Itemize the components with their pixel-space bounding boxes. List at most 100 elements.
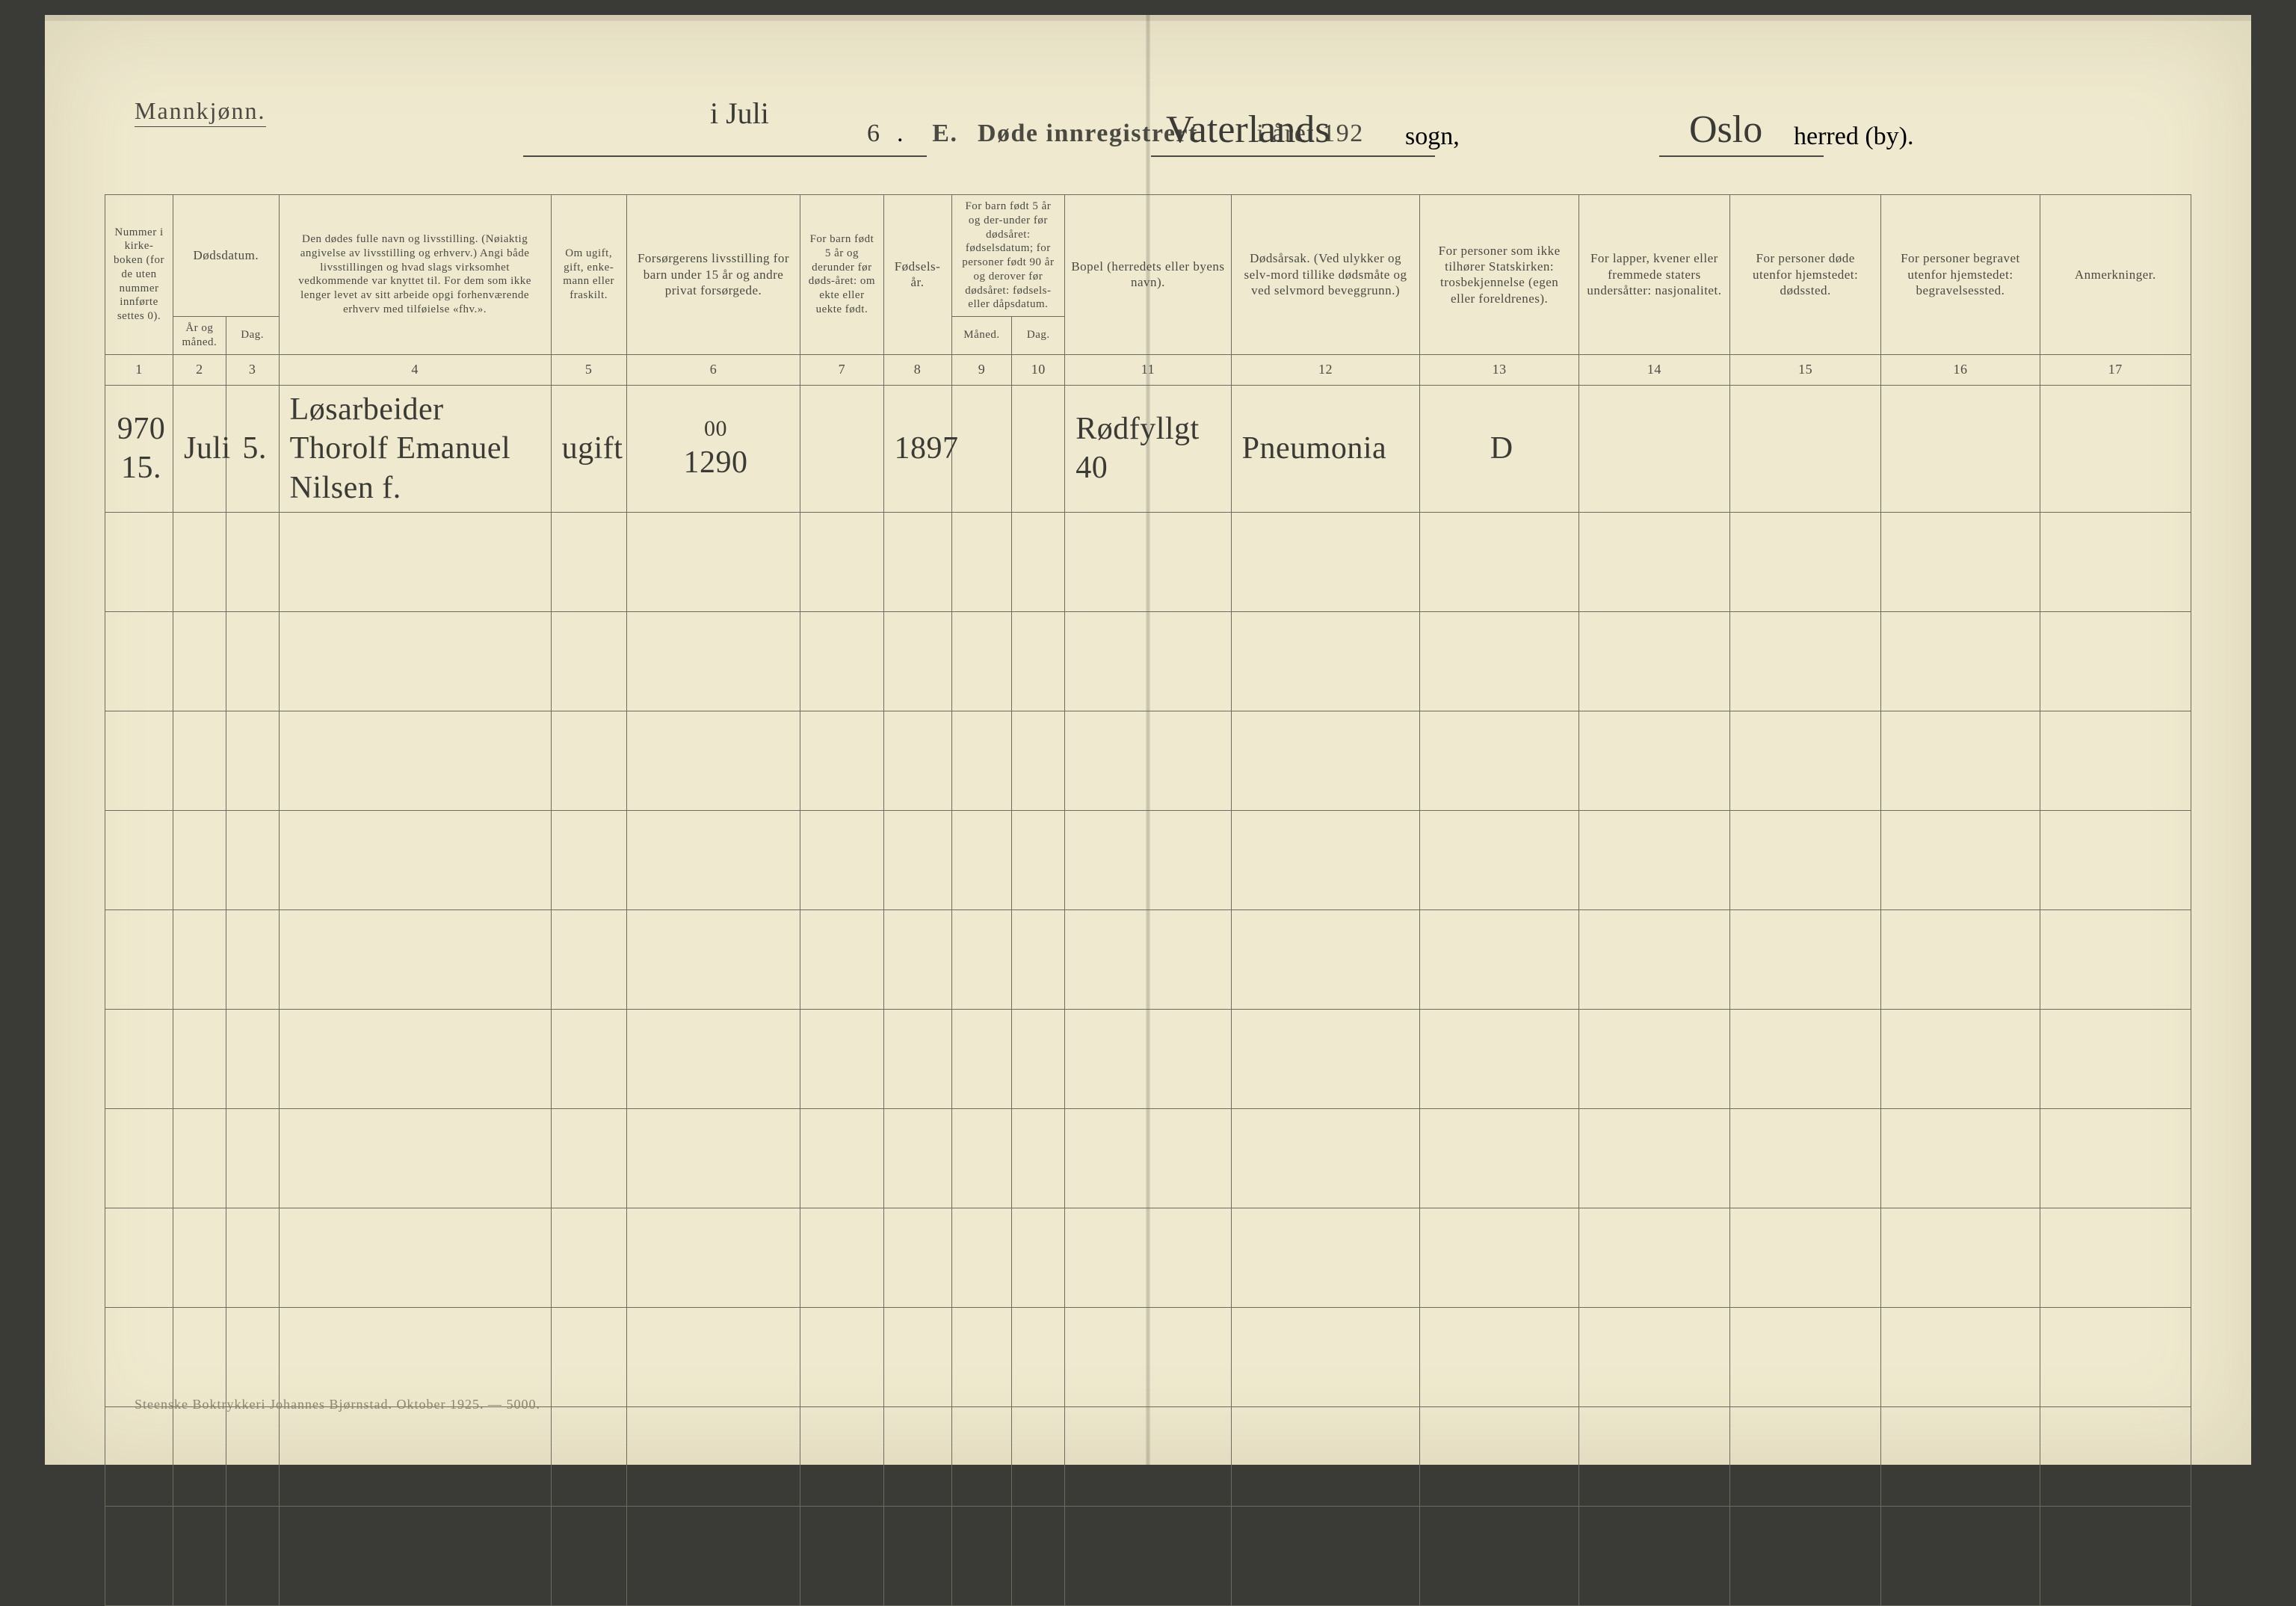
col-num-3: 3 bbox=[226, 354, 279, 385]
table-cell bbox=[1012, 1109, 1065, 1208]
table-cell bbox=[1420, 711, 1578, 811]
table-cell: D bbox=[1420, 385, 1578, 513]
table-cell bbox=[1578, 612, 1729, 711]
table-cell bbox=[226, 1109, 279, 1208]
underline-herred bbox=[1659, 155, 1824, 157]
table-cell bbox=[800, 1507, 883, 1606]
table-row bbox=[105, 1208, 2191, 1308]
table-cell bbox=[626, 811, 800, 910]
table-cell bbox=[883, 1010, 951, 1109]
table-cell bbox=[1578, 1507, 1729, 1606]
col-7-head: For barn født 5 år og derunder før døds-… bbox=[800, 195, 883, 355]
table-cell bbox=[883, 1308, 951, 1407]
document-page: Mannkjønn. E. Døde innregistrert i året … bbox=[45, 15, 2251, 1465]
table-cell bbox=[1730, 385, 1881, 513]
table-cell bbox=[551, 910, 626, 1010]
table-cell bbox=[1881, 1308, 2040, 1407]
table-cell bbox=[173, 612, 226, 711]
title-post: . bbox=[897, 120, 904, 148]
table-cell bbox=[1065, 1208, 1231, 1308]
table-cell bbox=[2040, 711, 2191, 811]
table-cell bbox=[173, 910, 226, 1010]
table-cell bbox=[1012, 513, 1065, 612]
table-cell bbox=[105, 1208, 173, 1308]
table-row bbox=[105, 513, 2191, 612]
table-cell bbox=[1881, 1109, 2040, 1208]
table-cell bbox=[1881, 612, 2040, 711]
col-13-head: For personer som ikke tilhører Statskirk… bbox=[1420, 195, 1578, 355]
table-cell bbox=[1420, 910, 1578, 1010]
table-cell bbox=[173, 513, 226, 612]
table-cell bbox=[1231, 1109, 1420, 1208]
table-cell bbox=[1231, 910, 1420, 1010]
col-3-head-sub: Dag. bbox=[226, 317, 279, 355]
table-cell bbox=[626, 1010, 800, 1109]
table-cell bbox=[800, 612, 883, 711]
table-cell bbox=[1730, 910, 1881, 1010]
table-cell bbox=[1881, 513, 2040, 612]
table-cell bbox=[173, 1010, 226, 1109]
col-num-14: 14 bbox=[1578, 354, 1729, 385]
table-cell bbox=[1012, 385, 1065, 513]
col-num-15: 15 bbox=[1730, 354, 1881, 385]
table-cell bbox=[1231, 513, 1420, 612]
table-row: 97015.Juli5.LøsarbeiderThorolf Emanuel N… bbox=[105, 385, 2191, 513]
table-cell bbox=[951, 513, 1012, 612]
table-cell bbox=[279, 612, 551, 711]
title-year-handwritten: 6 bbox=[867, 120, 880, 148]
table-cell bbox=[173, 1109, 226, 1208]
table-cell bbox=[551, 1208, 626, 1308]
table-cell bbox=[551, 711, 626, 811]
table-cell bbox=[105, 711, 173, 811]
table-cell bbox=[279, 513, 551, 612]
col-num-8: 8 bbox=[883, 354, 951, 385]
table-cell bbox=[551, 1308, 626, 1407]
table-cell bbox=[1578, 811, 1729, 910]
table-cell bbox=[226, 711, 279, 811]
table-cell bbox=[279, 1208, 551, 1308]
table-cell bbox=[1065, 1109, 1231, 1208]
table-cell bbox=[1231, 612, 1420, 711]
table-cell bbox=[1730, 612, 1881, 711]
table-cell bbox=[1231, 1308, 1420, 1407]
table-cell bbox=[551, 1507, 626, 1606]
col-num-17: 17 bbox=[2040, 354, 2191, 385]
table-cell bbox=[951, 910, 1012, 1010]
table-cell bbox=[1065, 811, 1231, 910]
table-cell bbox=[1420, 1010, 1578, 1109]
table-cell bbox=[951, 385, 1012, 513]
table-cell bbox=[226, 1208, 279, 1308]
table-cell bbox=[105, 513, 173, 612]
table-cell bbox=[551, 513, 626, 612]
col-9-10-head-top: For barn født 5 år og der-under før døds… bbox=[951, 195, 1065, 317]
table-cell bbox=[1578, 910, 1729, 1010]
table-cell bbox=[800, 1208, 883, 1308]
table-cell bbox=[2040, 1010, 2191, 1109]
table-cell bbox=[951, 1308, 1012, 1407]
col-num-16: 16 bbox=[1881, 354, 2040, 385]
col-9-head-sub: Måned. bbox=[951, 317, 1012, 355]
table-cell bbox=[1012, 1308, 1065, 1407]
table-cell bbox=[1578, 385, 1729, 513]
table-cell bbox=[883, 612, 951, 711]
table-cell bbox=[1065, 910, 1231, 1010]
table-cell bbox=[551, 811, 626, 910]
printer-footer: Steenske Boktrykkeri Johannes Bjørnstad.… bbox=[135, 1397, 540, 1412]
table-cell bbox=[951, 1109, 1012, 1208]
table-cell bbox=[1881, 811, 2040, 910]
table-cell bbox=[105, 1507, 173, 1606]
table-cell bbox=[1420, 811, 1578, 910]
table-cell bbox=[173, 711, 226, 811]
table-cell bbox=[1578, 1010, 1729, 1109]
col-10-head-sub: Dag. bbox=[1012, 317, 1065, 355]
table-cell bbox=[1231, 1208, 1420, 1308]
table-cell bbox=[279, 811, 551, 910]
table-cell bbox=[1012, 1208, 1065, 1308]
table-cell bbox=[626, 1407, 800, 1507]
col-11-head: Bopel (herredets eller byens navn). bbox=[1065, 195, 1231, 355]
table-cell bbox=[279, 910, 551, 1010]
table-cell bbox=[626, 1308, 800, 1407]
table-cell bbox=[800, 513, 883, 612]
col-num-2: 2 bbox=[173, 354, 226, 385]
table-cell bbox=[883, 711, 951, 811]
